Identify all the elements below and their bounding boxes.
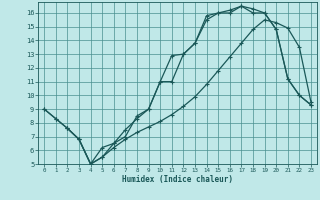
X-axis label: Humidex (Indice chaleur): Humidex (Indice chaleur): [122, 175, 233, 184]
